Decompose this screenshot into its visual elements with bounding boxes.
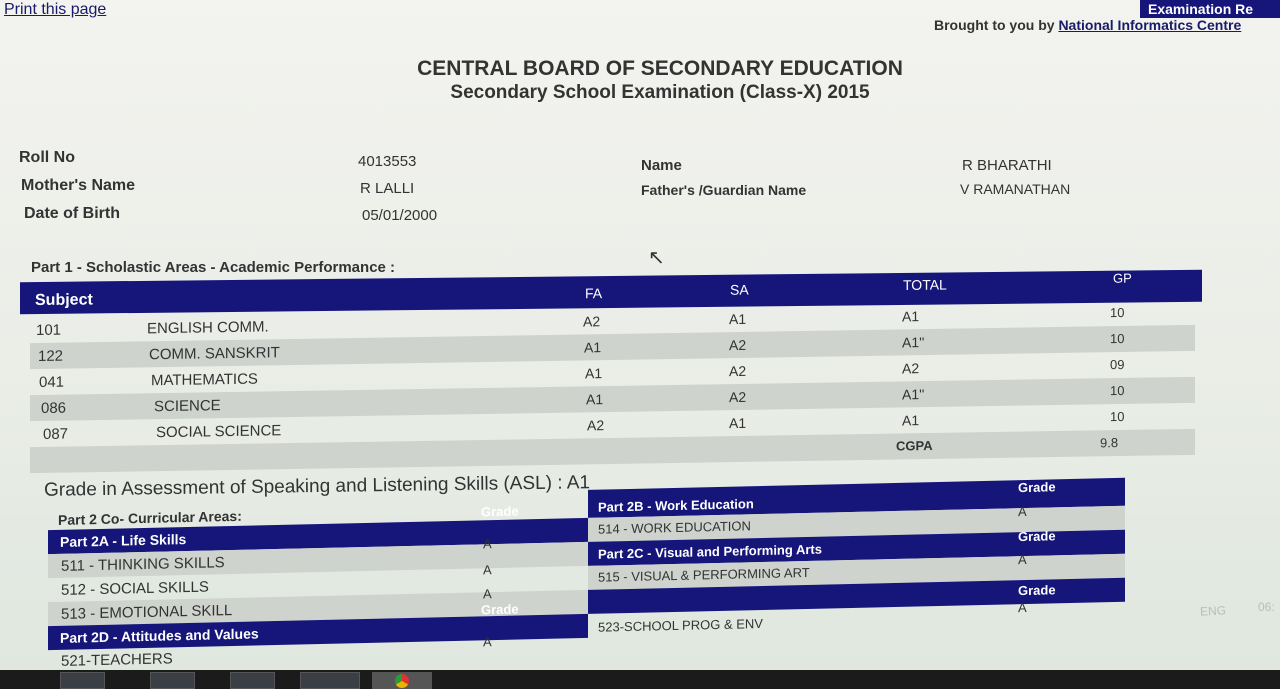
app-icon[interactable] bbox=[230, 672, 275, 689]
cgpa-value: 9.8 bbox=[1100, 435, 1119, 451]
brought-by-text: Brought to you by bbox=[934, 17, 1055, 33]
dob-value: 05/01/2000 bbox=[362, 207, 438, 224]
dob-label: Date of Birth bbox=[24, 205, 120, 222]
taskbar: ENG 06: bbox=[0, 600, 1280, 689]
roll-value: 4013553 bbox=[358, 153, 417, 170]
name-value: R BHARATHI bbox=[962, 157, 1052, 174]
roll-label: Roll No bbox=[19, 149, 75, 166]
part2-heading: Part 2 Co- Curricular Areas: bbox=[58, 507, 242, 528]
name-label: Name bbox=[641, 157, 682, 174]
print-link[interactable]: Print this page bbox=[4, 1, 107, 18]
nic-link[interactable]: National Informatics Centre bbox=[1058, 17, 1242, 33]
father-label: Father's /Guardian Name bbox=[641, 182, 807, 198]
board-title: CENTRAL BOARD OF SECONDARY EDUCATION bbox=[417, 57, 903, 80]
corner-banner: Examination Re bbox=[1140, 0, 1280, 18]
language-indicator[interactable]: ENG bbox=[1199, 603, 1227, 619]
mouse-cursor-icon: ↖ bbox=[648, 247, 665, 269]
clock[interactable]: 06: bbox=[1258, 600, 1275, 614]
col-subject: Subject bbox=[35, 291, 93, 310]
part2-section: Part 2 Co- Curricular Areas: Part 2A - L… bbox=[45, 477, 1125, 675]
chrome-icon[interactable] bbox=[372, 672, 432, 689]
col-total: TOTAL bbox=[903, 276, 947, 293]
wifi-app-icon[interactable] bbox=[300, 672, 360, 689]
part1-heading: Part 1 - Scholastic Areas - Academic Per… bbox=[31, 259, 396, 276]
col-gp: GP bbox=[1113, 270, 1132, 286]
father-value: V RAMANATHAN bbox=[960, 181, 1071, 197]
cgpa-label: CGPA bbox=[896, 437, 933, 454]
exam-title: Secondary School Examination (Class-X) 2… bbox=[450, 82, 870, 103]
mother-label: Mother's Name bbox=[21, 177, 136, 194]
col-sa: SA bbox=[730, 281, 749, 298]
col-fa: FA bbox=[585, 285, 603, 302]
file-explorer-icon[interactable] bbox=[150, 672, 195, 689]
result-page: Print this page Examination Re Brought t… bbox=[0, 0, 1280, 670]
start-icon[interactable] bbox=[60, 672, 105, 689]
mother-value: R LALLI bbox=[360, 180, 415, 197]
